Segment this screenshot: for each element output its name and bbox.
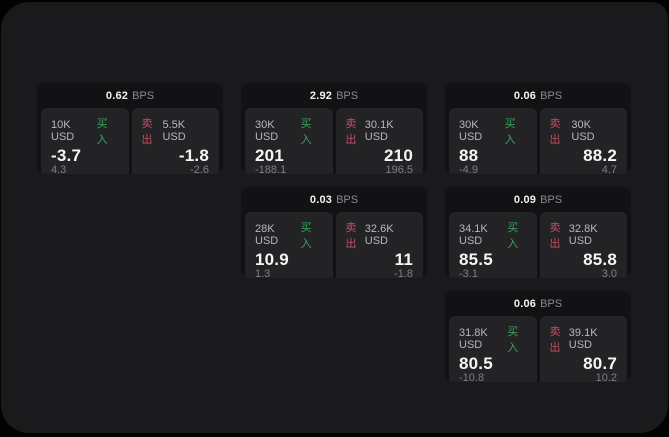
sell-price: 11 — [394, 250, 413, 269]
bps-unit-label: BPS — [540, 89, 563, 102]
bps-header: 2.92 BPS — [241, 83, 427, 108]
sell-side-label: 卖出 — [345, 118, 357, 146]
sell-tile[interactable]: 卖出 39.1K USD 80.7 10.2 — [539, 316, 627, 382]
sell-delta: 3.0 — [601, 268, 617, 278]
sell-delta: 196.5 — [385, 164, 413, 174]
bps-unit-label: BPS — [336, 193, 359, 206]
buy-size-label: 28K USD — [255, 223, 279, 247]
buy-side-label: 买入 — [507, 326, 519, 354]
sell-side-label: 卖出 — [549, 118, 561, 146]
sell-price: 210 — [384, 146, 413, 165]
buy-tile[interactable]: 31.8K USD 买入 80.5 -10.8 — [449, 316, 537, 382]
sell-size-label: 39.1K USD — [568, 327, 598, 351]
sell-side-label: 卖出 — [549, 326, 561, 354]
sell-price: 88.2 — [583, 146, 617, 165]
sell-size-label: 32.6K USD — [364, 223, 394, 247]
bps-value: 2.92 — [309, 89, 333, 102]
buy-price: 10.9 — [255, 250, 289, 269]
quote-card: 0.06 BPS 31.8K USD 买入 80.5 -10.8 卖出 39.1… — [445, 291, 631, 382]
buy-size-label: 10K USD — [51, 119, 75, 143]
sell-price: -1.8 — [178, 146, 209, 165]
sell-tile[interactable]: 卖出 32.8K USD 85.8 3.0 — [539, 212, 627, 278]
bps-header: 0.62 BPS — [37, 83, 223, 108]
bps-header: 0.06 BPS — [445, 83, 631, 108]
quote-card-grid: 0.62 BPS 10K USD 买入 -3.7 4.3 卖出 5.5K USD — [37, 83, 631, 382]
buy-size-label: 30K USD — [255, 119, 279, 143]
buy-delta: 1.3 — [255, 268, 271, 278]
sell-price: 80.7 — [583, 354, 617, 373]
buy-price: 85.5 — [459, 250, 493, 269]
buy-side-label: 买入 — [504, 118, 516, 146]
bps-unit-label: BPS — [132, 89, 155, 102]
sell-size-label: 5.5K USD — [162, 119, 186, 143]
sell-delta: 4.7 — [601, 164, 617, 174]
buy-side-label: 买入 — [300, 222, 312, 250]
buy-delta: -10.8 — [459, 372, 485, 382]
buy-price: -3.7 — [51, 146, 82, 165]
sell-delta: -1.8 — [394, 268, 413, 278]
sell-size-label: 30.1K USD — [364, 119, 394, 143]
buy-side-label: 买入 — [507, 222, 519, 250]
sell-side-label: 卖出 — [141, 118, 153, 146]
buy-delta: -4.9 — [459, 164, 478, 174]
sell-side-label: 卖出 — [549, 222, 561, 250]
buy-price: 201 — [255, 146, 284, 165]
bps-value: 0.09 — [513, 193, 537, 206]
quote-card: 0.03 BPS 28K USD 买入 10.9 1.3 卖出 32.6K US… — [241, 187, 427, 278]
quote-card: 0.06 BPS 30K USD 买入 88 -4.9 卖出 30K USD — [445, 83, 631, 174]
buy-size-label: 34.1K USD — [459, 223, 488, 247]
sell-size-label: 32.8K USD — [568, 223, 598, 247]
sell-side-label: 卖出 — [345, 222, 357, 250]
quote-card: 0.62 BPS 10K USD 买入 -3.7 4.3 卖出 5.5K USD — [37, 83, 223, 174]
bps-unit-label: BPS — [540, 193, 563, 206]
sell-tile[interactable]: 卖出 32.6K USD 11 -1.8 — [335, 212, 423, 278]
sell-delta: -2.6 — [190, 164, 209, 174]
bps-unit-label: BPS — [540, 297, 563, 310]
buy-side-label: 买入 — [96, 118, 108, 146]
buy-side-label: 买入 — [300, 118, 312, 146]
buy-tile[interactable]: 28K USD 买入 10.9 1.3 — [245, 212, 333, 278]
buy-delta: 4.3 — [51, 164, 67, 174]
sell-tile[interactable]: 卖出 30K USD 88.2 4.7 — [539, 108, 627, 174]
bps-unit-label: BPS — [336, 89, 359, 102]
buy-size-label: 31.8K USD — [459, 327, 488, 351]
sell-delta: 10.2 — [595, 372, 617, 382]
buy-tile[interactable]: 34.1K USD 买入 85.5 -3.1 — [449, 212, 537, 278]
buy-tile[interactable]: 30K USD 买入 201 -188.1 — [245, 108, 333, 174]
buy-delta: -188.1 — [255, 164, 287, 174]
bps-value: 0.62 — [105, 89, 129, 102]
buy-size-label: 30K USD — [459, 119, 483, 143]
bps-value: 0.06 — [513, 297, 537, 310]
bps-value: 0.06 — [513, 89, 537, 102]
bps-header: 0.09 BPS — [445, 187, 631, 212]
sell-size-label: 30K USD — [571, 119, 595, 143]
quote-card: 2.92 BPS 30K USD 买入 201 -188.1 卖出 30.1K … — [241, 83, 427, 174]
buy-delta: -3.1 — [459, 268, 478, 278]
buy-price: 80.5 — [459, 354, 493, 373]
sell-tile[interactable]: 卖出 30.1K USD 210 196.5 — [335, 108, 423, 174]
bps-header: 0.03 BPS — [241, 187, 427, 212]
quote-card: 0.09 BPS 34.1K USD 买入 85.5 -3.1 卖出 32.8K… — [445, 187, 631, 278]
sell-price: 85.8 — [583, 250, 617, 269]
buy-tile[interactable]: 10K USD 买入 -3.7 4.3 — [41, 108, 129, 174]
sell-tile[interactable]: 卖出 5.5K USD -1.8 -2.6 — [131, 108, 219, 174]
bps-header: 0.06 BPS — [445, 291, 631, 316]
bps-value: 0.03 — [309, 193, 333, 206]
buy-tile[interactable]: 30K USD 买入 88 -4.9 — [449, 108, 537, 174]
buy-price: 88 — [459, 146, 479, 165]
